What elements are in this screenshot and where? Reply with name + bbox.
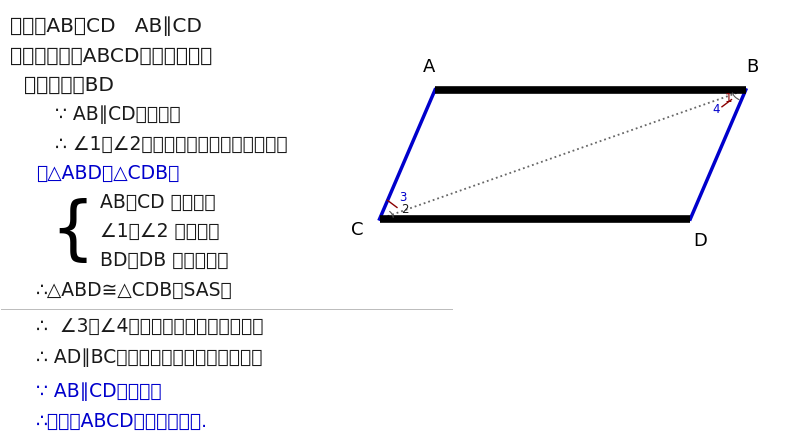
Text: 3: 3 [399,191,407,204]
Text: 1: 1 [725,92,732,105]
Text: 4: 4 [712,103,719,116]
Text: ∴ AD∥BC（内错角相等，两直线平行）: ∴ AD∥BC（内错角相等，两直线平行） [36,348,262,367]
Text: ∴△ABD≅△CDB（SAS）: ∴△ABD≅△CDB（SAS） [36,281,233,300]
Text: ∵ AB∥CD（已知）: ∵ AB∥CD（已知） [36,383,161,401]
Text: D: D [693,232,707,249]
Text: 求证：四边形ABCD是平行四边形: 求证：四边形ABCD是平行四边形 [10,46,213,65]
Text: ∴ ∠1＝∠2（两直线平行，内错角相等）: ∴ ∠1＝∠2（两直线平行，内错角相等） [55,135,287,154]
Text: C: C [351,221,364,239]
Text: 已知：AB＝CD   AB∥CD: 已知：AB＝CD AB∥CD [10,16,202,35]
Text: ∴  ∠3＝∠4（全等三角形对应角相等）: ∴ ∠3＝∠4（全等三角形对应角相等） [36,317,263,337]
Text: 2: 2 [401,203,409,216]
Text: ∵ AB∥CD（已知）: ∵ AB∥CD（已知） [55,105,180,124]
Text: ∴四边形ABCD是平行四边形.: ∴四边形ABCD是平行四边形. [36,412,207,431]
Text: AB＝CD （已知）: AB＝CD （已知） [100,193,215,211]
Text: BD＝DB （公共边）: BD＝DB （公共边） [100,250,228,270]
Text: 在△ABD和△CDB中: 在△ABD和△CDB中 [36,164,179,183]
Text: A: A [422,59,435,76]
Text: ∠1＝∠2 （已证）: ∠1＝∠2 （已证） [100,222,219,240]
Text: 证明：连结BD: 证明：连结BD [25,76,114,95]
Text: {: { [50,198,94,265]
Text: B: B [746,59,758,76]
